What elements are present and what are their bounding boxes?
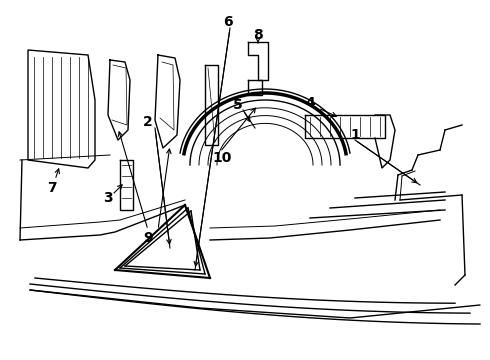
Text: 2: 2 <box>143 115 153 129</box>
Text: 1: 1 <box>350 128 360 142</box>
Text: 7: 7 <box>47 181 57 195</box>
Text: 8: 8 <box>253 28 263 42</box>
Text: 5: 5 <box>233 98 243 112</box>
Text: 3: 3 <box>103 191 113 205</box>
Text: 6: 6 <box>223 15 233 29</box>
Text: 9: 9 <box>143 231 153 245</box>
Text: 4: 4 <box>305 96 315 110</box>
Text: 10: 10 <box>212 151 232 165</box>
